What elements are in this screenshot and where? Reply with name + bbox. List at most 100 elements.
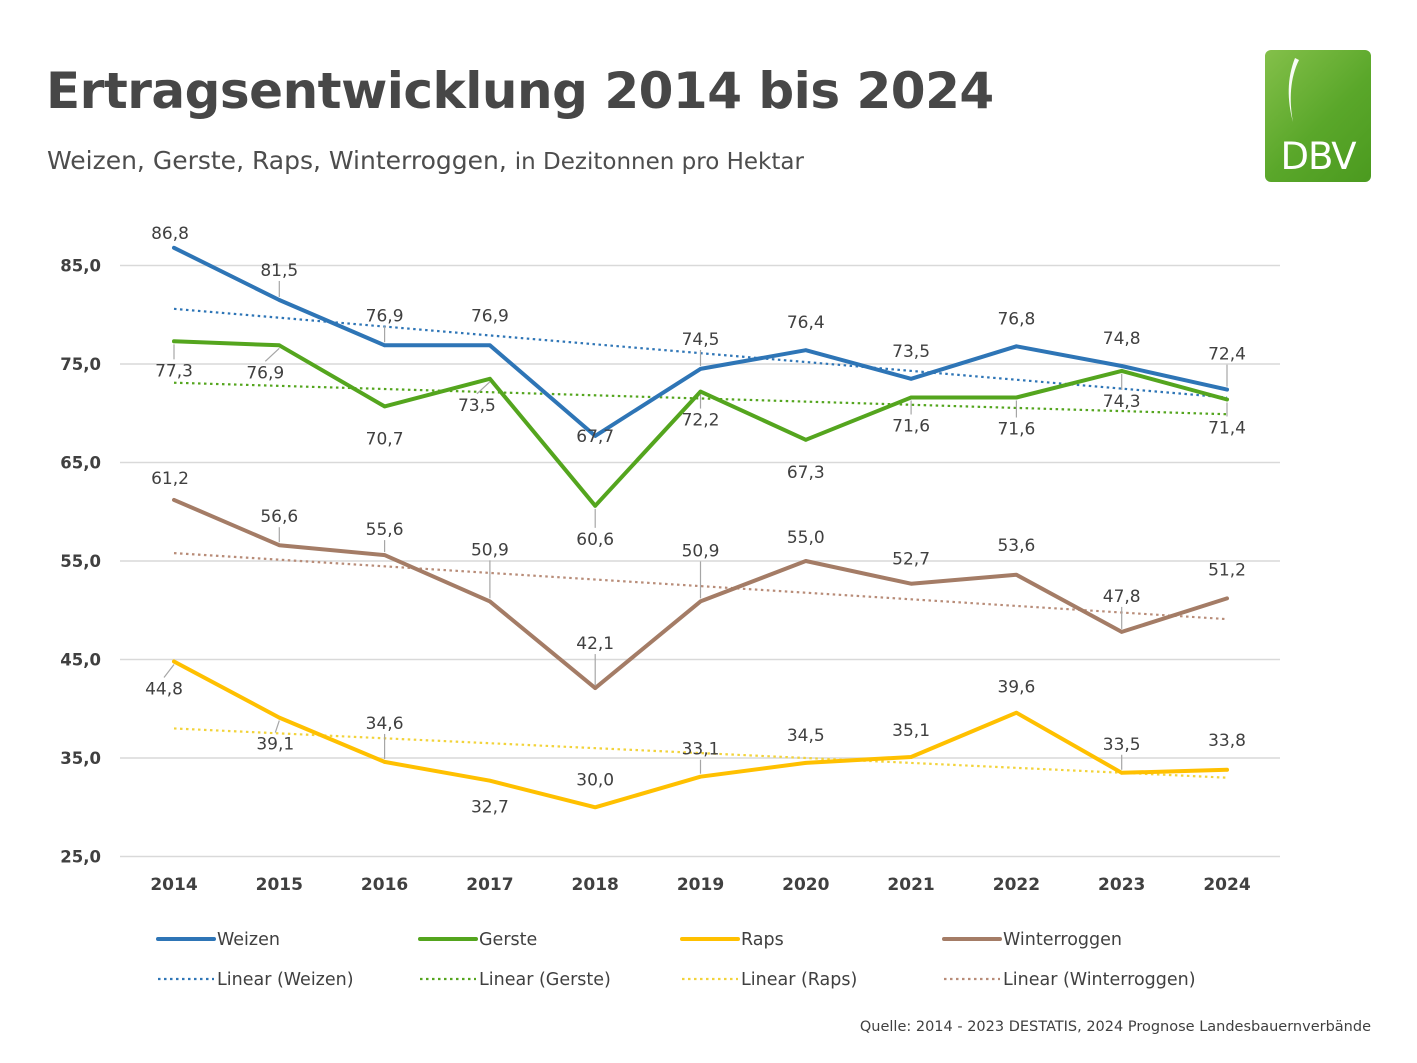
data-point: [1225, 768, 1229, 772]
data-point: [909, 755, 913, 759]
x-tick-label: 2024: [1203, 875, 1250, 895]
data-point: [382, 760, 387, 764]
data-point: [593, 686, 597, 690]
x-tick-label: 2018: [572, 875, 619, 895]
legend-label: Linear (Gerste): [479, 970, 611, 990]
chart-subtitle: Weizen, Gerste, Raps, Winterroggen, in D…: [47, 146, 804, 175]
data-label: 73,5: [458, 396, 496, 416]
series-line: [172, 659, 1229, 810]
data-label: 76,9: [471, 306, 509, 326]
data-point: [1225, 397, 1229, 402]
data-label: 81,5: [260, 261, 298, 281]
legend-label: Linear (Winterroggen): [1003, 970, 1196, 990]
data-point: [909, 376, 913, 381]
data-point: [172, 659, 176, 664]
data-label: 44,8: [145, 679, 183, 699]
data-label: 72,4: [1208, 345, 1246, 365]
data-point: [698, 774, 703, 779]
data-point: [1014, 344, 1019, 349]
data-label: 67,3: [787, 463, 825, 483]
data-point: [804, 761, 808, 765]
x-tick-label: 2016: [361, 875, 408, 895]
x-tick-label: 2019: [677, 875, 724, 895]
data-label: 50,9: [471, 540, 509, 560]
data-label: 74,5: [682, 330, 720, 350]
data-label: 70,7: [366, 429, 404, 449]
data-label: 39,6: [997, 678, 1035, 698]
data-point: [1119, 364, 1124, 368]
subtitle-crops: Weizen, Gerste, Raps, Winterroggen,: [47, 146, 507, 175]
data-label: 76,9: [366, 306, 404, 326]
data-label: 33,5: [1103, 735, 1141, 755]
source-note: Quelle: 2014 - 2023 DESTATIS, 2024 Progn…: [859, 1019, 1371, 1035]
data-point: [382, 343, 387, 348]
data-point: [698, 389, 703, 394]
data-label: 34,5: [787, 726, 825, 746]
chart-title: Ertragsentwicklung 2014 bis 2024: [46, 62, 994, 120]
data-point: [1014, 710, 1019, 715]
data-label: 47,8: [1103, 587, 1141, 607]
legend-label: Weizen: [217, 930, 280, 950]
data-label: 55,6: [366, 520, 404, 540]
data-point: [909, 581, 913, 586]
legend-label: Linear (Weizen): [217, 970, 354, 990]
data-label: 74,3: [1103, 392, 1141, 412]
data-label: 61,2: [151, 469, 189, 489]
legend-label: Gerste: [479, 930, 537, 950]
data-point: [804, 438, 808, 442]
data-point: [1119, 770, 1124, 775]
data-label: 33,1: [682, 740, 720, 760]
data-point: [382, 404, 387, 409]
x-tick-label: 2020: [782, 875, 829, 895]
data-label: 86,8: [151, 224, 189, 244]
data-label: 74,8: [1103, 329, 1141, 349]
x-tick-label: 2015: [256, 875, 303, 895]
data-label: 35,1: [892, 721, 930, 741]
legend-label: Raps: [741, 930, 784, 950]
data-label: 71,4: [1208, 418, 1246, 438]
leader-line: [476, 381, 491, 395]
y-tick-label: 35,0: [60, 749, 101, 768]
data-label: 30,0: [576, 770, 614, 790]
data-point: [698, 599, 703, 604]
y-tick-label: 55,0: [60, 552, 101, 571]
legend-label: Winterroggen: [1003, 930, 1122, 950]
data-point: [1225, 596, 1229, 601]
y-tick-label: 45,0: [60, 651, 101, 670]
dbv-logo: DBV: [1265, 50, 1371, 182]
leader-line: [274, 720, 280, 733]
legend-label: Linear (Raps): [741, 970, 857, 990]
data-label: 39,1: [256, 735, 294, 755]
data-label: 77,3: [155, 361, 193, 381]
data-label: 50,9: [682, 541, 720, 561]
data-label: 32,7: [471, 798, 509, 818]
data-label: 71,6: [892, 416, 930, 436]
trendline: [173, 552, 1228, 621]
data-label: 52,7: [892, 550, 930, 570]
trendline: [173, 727, 1228, 779]
data-point: [277, 543, 282, 548]
x-tick-label: 2021: [887, 875, 934, 895]
subtitle-unit: in Dezitonnen pro Hektar: [514, 149, 804, 175]
data-point: [277, 343, 282, 348]
data-point: [277, 298, 282, 302]
data-label: 60,6: [576, 530, 614, 550]
data-label: 72,2: [682, 411, 720, 431]
data-point: [488, 778, 492, 783]
data-point: [382, 553, 387, 557]
data-point: [698, 367, 703, 371]
data-point: [172, 245, 176, 250]
y-tick-label: 65,0: [60, 454, 101, 473]
data-point: [1119, 630, 1124, 634]
data-point: [488, 599, 492, 604]
data-point: [593, 805, 597, 810]
data-point: [909, 395, 913, 400]
data-label: 55,0: [787, 528, 825, 548]
y-tick-label: 75,0: [60, 355, 101, 374]
data-point: [804, 348, 808, 353]
data-label: 34,6: [366, 714, 404, 734]
data-point: [1014, 572, 1019, 577]
data-label: 71,6: [997, 419, 1035, 439]
x-tick-label: 2023: [1098, 875, 1145, 895]
